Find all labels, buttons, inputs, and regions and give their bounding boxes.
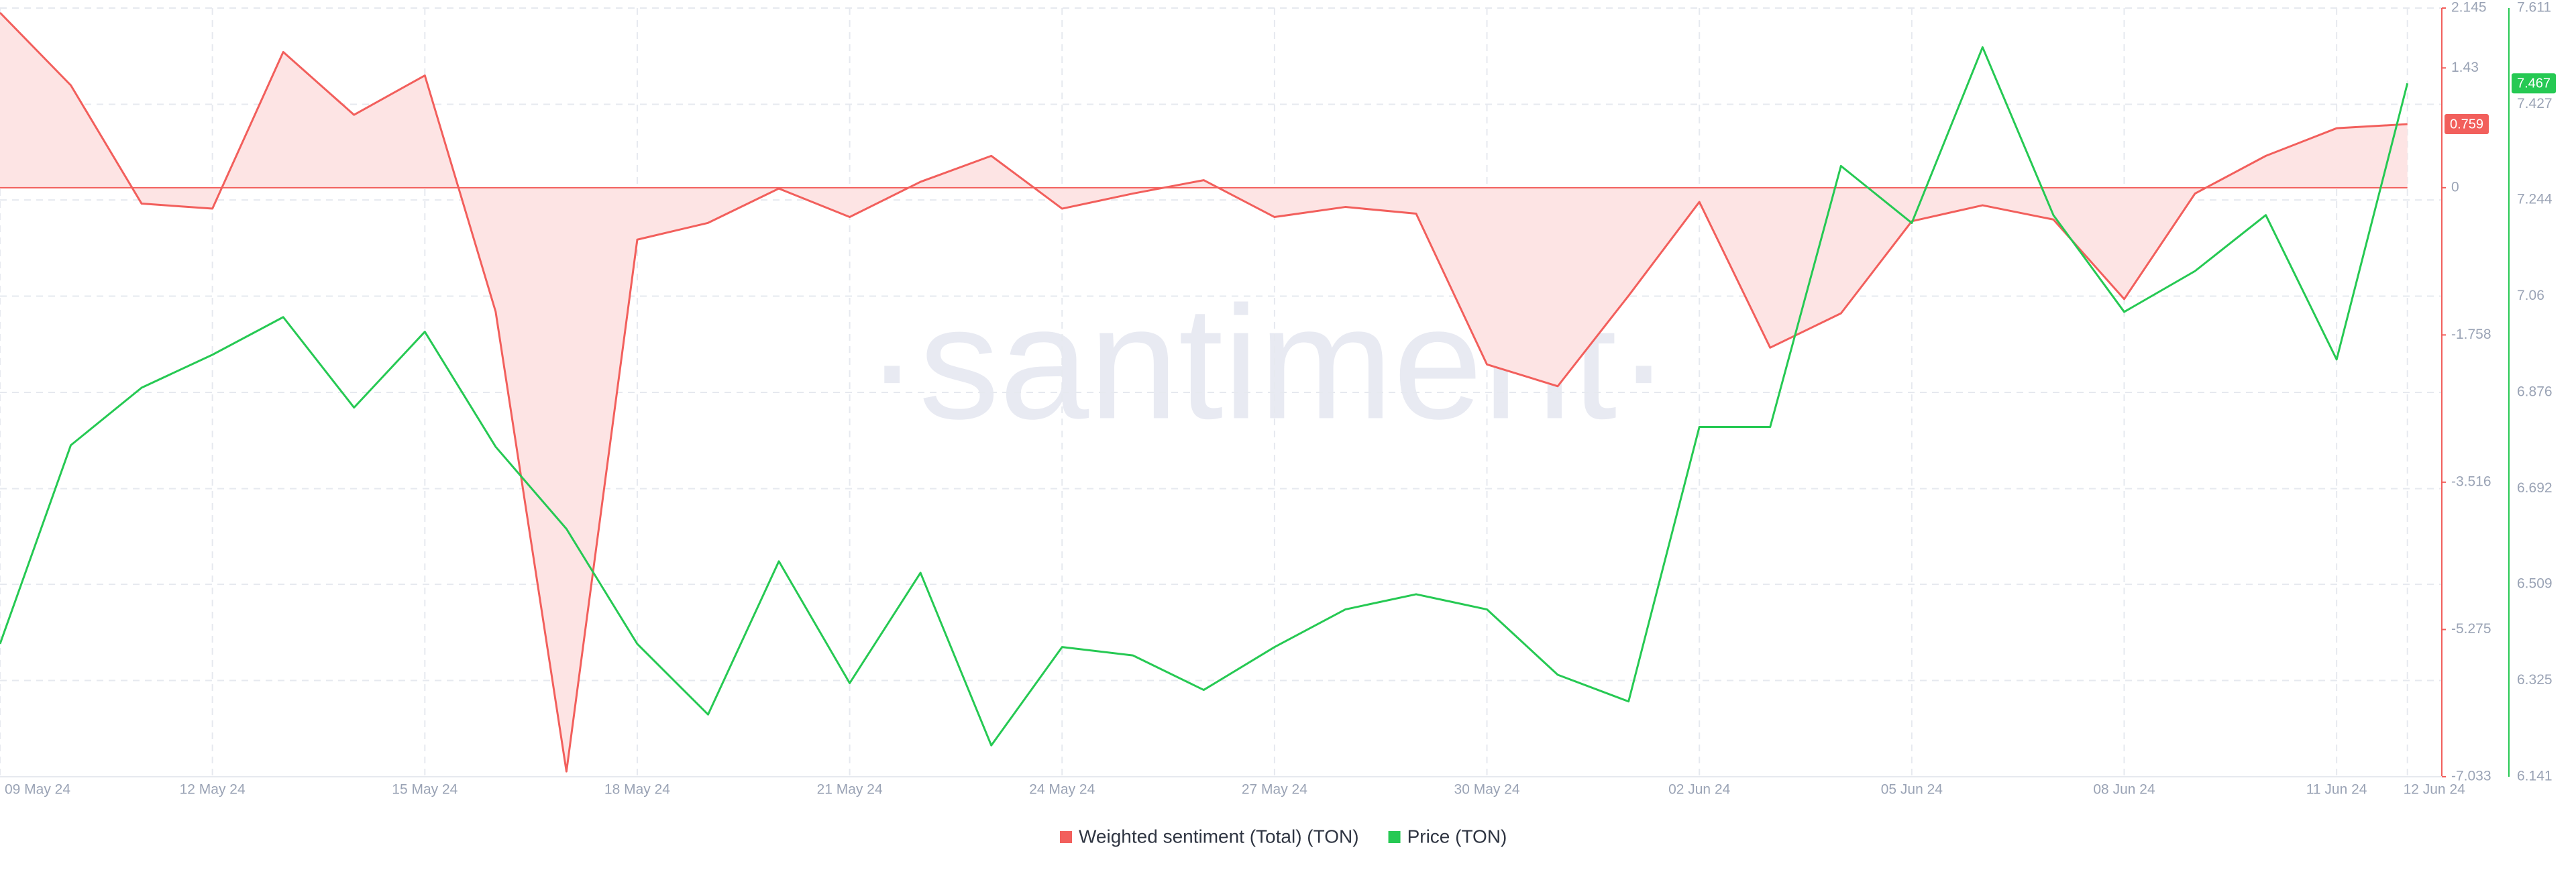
x-tick-label: 27 May 24	[1242, 782, 1307, 798]
y-tick-label: -7.033	[2451, 769, 2491, 784]
y2-tick-label: 6.692	[2517, 480, 2553, 496]
x-tick-label: 15 May 24	[392, 782, 458, 798]
y2-tick-label: 6.509	[2517, 576, 2553, 592]
series-line	[0, 11, 2408, 773]
y-tick-label: -5.275	[2451, 621, 2491, 637]
y-tick-label: 1.43	[2451, 60, 2479, 75]
x-tick-label: 30 May 24	[1454, 782, 1520, 798]
legend-label: Weighted sentiment (Total) (TON)	[1079, 826, 1359, 847]
x-tick-label: 24 May 24	[1029, 782, 1095, 798]
area-fill	[0, 12, 2408, 772]
legend: Weighted sentiment (Total) (TON) Price (T…	[1060, 826, 1507, 847]
y2-tick-label: 7.427	[2517, 96, 2553, 111]
last-value-label: 0.759	[2450, 117, 2483, 131]
y2-tick-label: 7.244	[2517, 192, 2553, 207]
series-line	[0, 46, 2409, 747]
y2-tick-label: 6.141	[2517, 769, 2553, 784]
x-tick-label: 02 Jun 24	[1668, 782, 1731, 798]
x-tick-label: 18 May 24	[604, 782, 670, 798]
x-tick-label: 08 Jun 24	[2093, 782, 2155, 798]
y2-tick-label: 6.325	[2517, 672, 2553, 688]
last-value-badge	[2512, 73, 2556, 94]
x-tick-label: 09 May 24	[5, 782, 70, 798]
last-value-badge	[2445, 114, 2489, 135]
last-value-label: 7.467	[2517, 76, 2551, 91]
y2-tick-label: 7.611	[2517, 0, 2551, 15]
x-tick-label: 21 May 24	[817, 782, 883, 798]
y-tick-label: -1.758	[2451, 327, 2491, 342]
legend-swatch	[1388, 831, 1401, 843]
x-tick-label: 11 Jun 24	[2306, 782, 2367, 798]
y2-tick-label: 6.876	[2517, 384, 2553, 400]
y2-tick-label: 7.06	[2517, 288, 2544, 303]
x-tick-label: 05 Jun 24	[1881, 782, 1943, 798]
x-tick-label: 12 Jun 24	[2404, 782, 2466, 798]
legend-swatch	[1060, 831, 1072, 843]
x-tick-label: 12 May 24	[180, 782, 246, 798]
legend-label: Price (TON)	[1407, 826, 1507, 847]
y-tick-label: -3.516	[2451, 474, 2491, 489]
y-tick-label: 0	[2451, 179, 2459, 195]
y-tick-label: 2.145	[2451, 0, 2487, 15]
